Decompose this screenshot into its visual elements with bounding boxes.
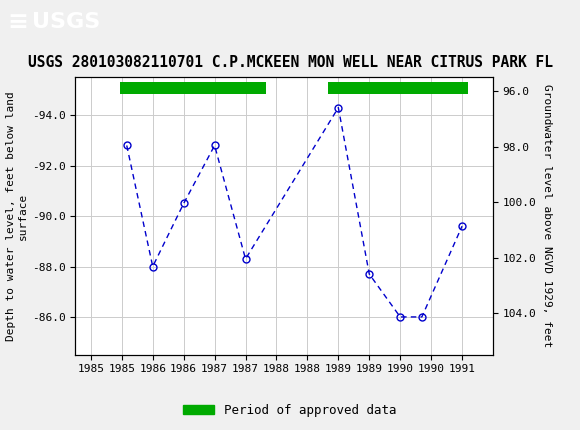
- Text: USGS: USGS: [32, 12, 100, 32]
- Y-axis label: Groundwater level above NGVD 1929, feet: Groundwater level above NGVD 1929, feet: [542, 84, 552, 348]
- Legend: Period of approved data: Period of approved data: [178, 399, 402, 421]
- Text: ≡: ≡: [8, 9, 28, 34]
- Y-axis label: Depth to water level, feet below land
surface: Depth to water level, feet below land su…: [6, 91, 28, 341]
- Text: USGS 280103082110701 C.P.MCKEEN MON WELL NEAR CITRUS PARK FL: USGS 280103082110701 C.P.MCKEEN MON WELL…: [27, 55, 553, 70]
